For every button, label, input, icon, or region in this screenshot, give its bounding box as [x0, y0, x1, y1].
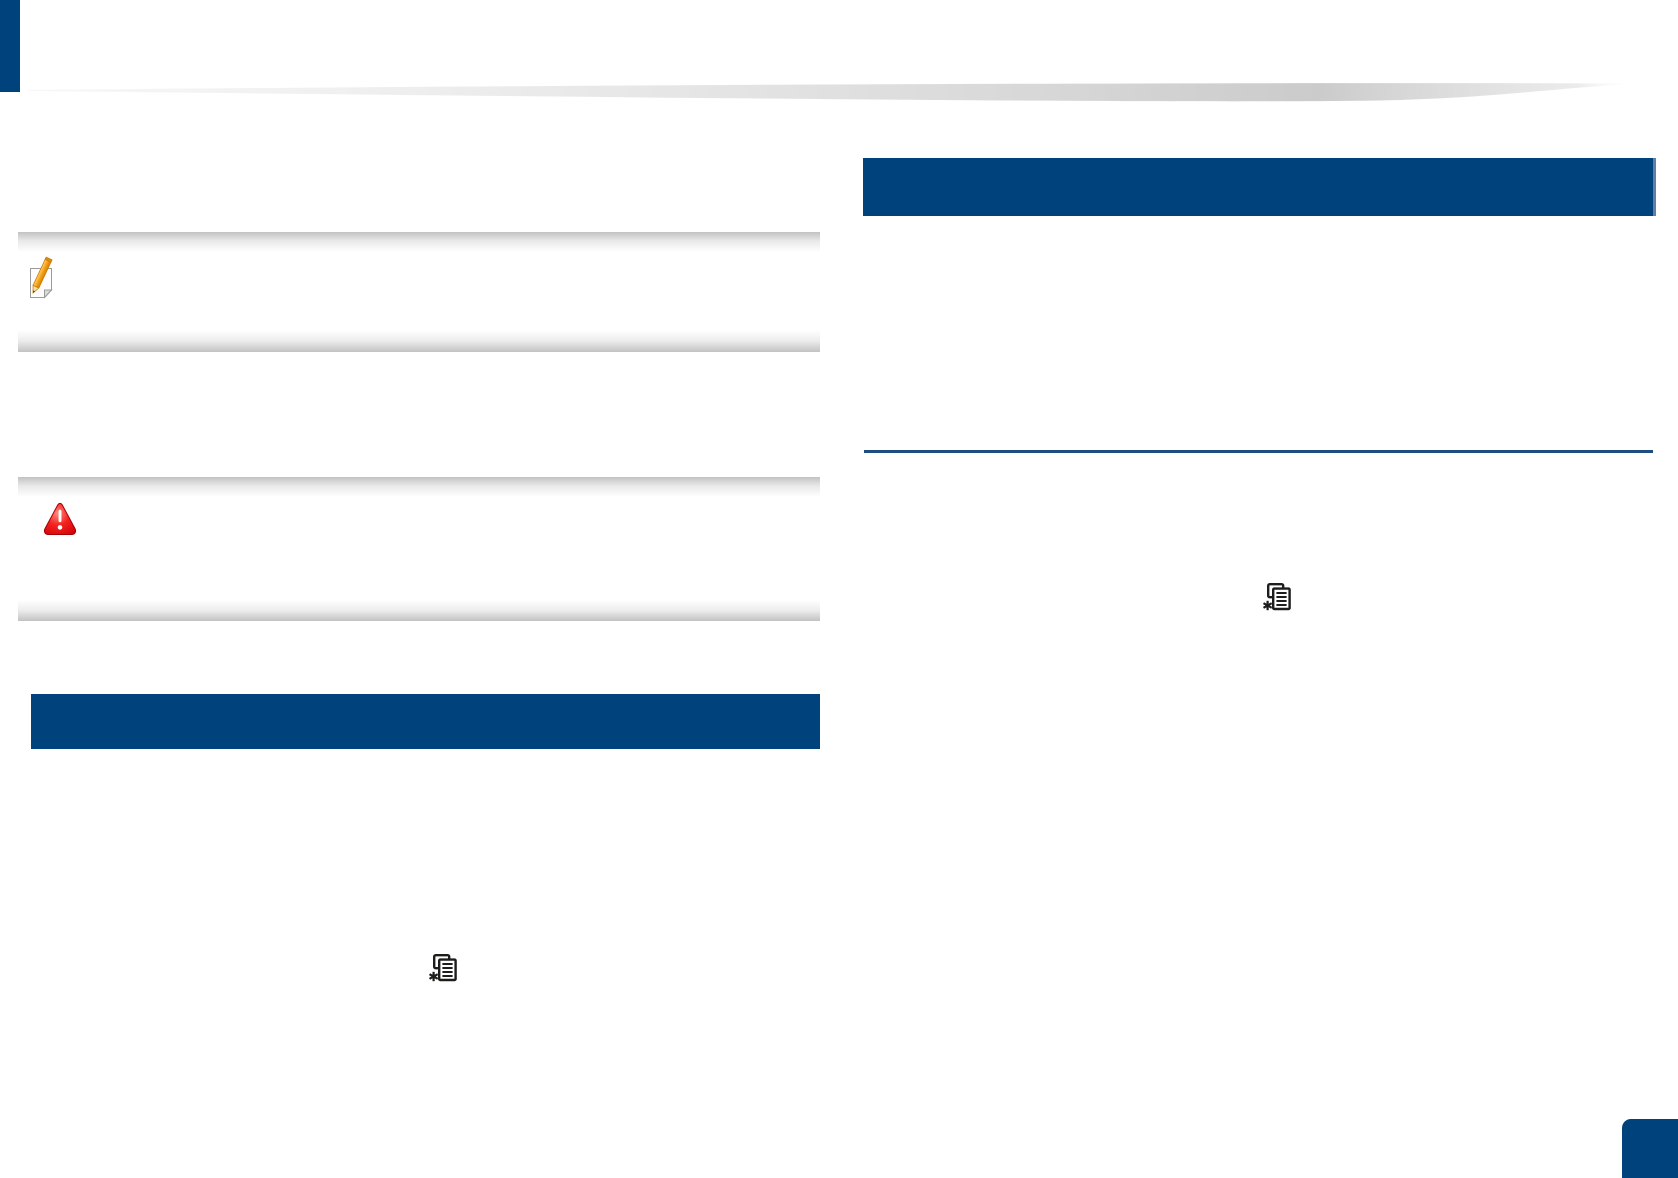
note-callout-body: [18, 252, 820, 330]
caution-callout-box: [18, 477, 820, 621]
right-column-divider-rule: [864, 450, 1653, 453]
page-corner-tab: [1622, 1119, 1678, 1178]
left-section-header-bar: [31, 694, 820, 749]
caution-callout-bottom-band: [18, 600, 820, 621]
stacked-pages-asterisk-icon[interactable]: [428, 953, 460, 983]
corner-accent-bar: [0, 0, 20, 92]
right-section-header-bar: [863, 158, 1656, 216]
caution-callout-body: [18, 497, 820, 600]
note-callout-bottom-band: [18, 330, 820, 352]
note-pencil-icon: [30, 256, 53, 299]
note-callout-box: [18, 232, 820, 352]
stacked-pages-asterisk-icon[interactable]: [1262, 582, 1294, 612]
warning-triangle-icon: [43, 502, 77, 535]
header-swoosh-graphic: [28, 83, 1643, 102]
note-callout-top-band: [18, 232, 820, 252]
caution-callout-top-band: [18, 477, 820, 497]
